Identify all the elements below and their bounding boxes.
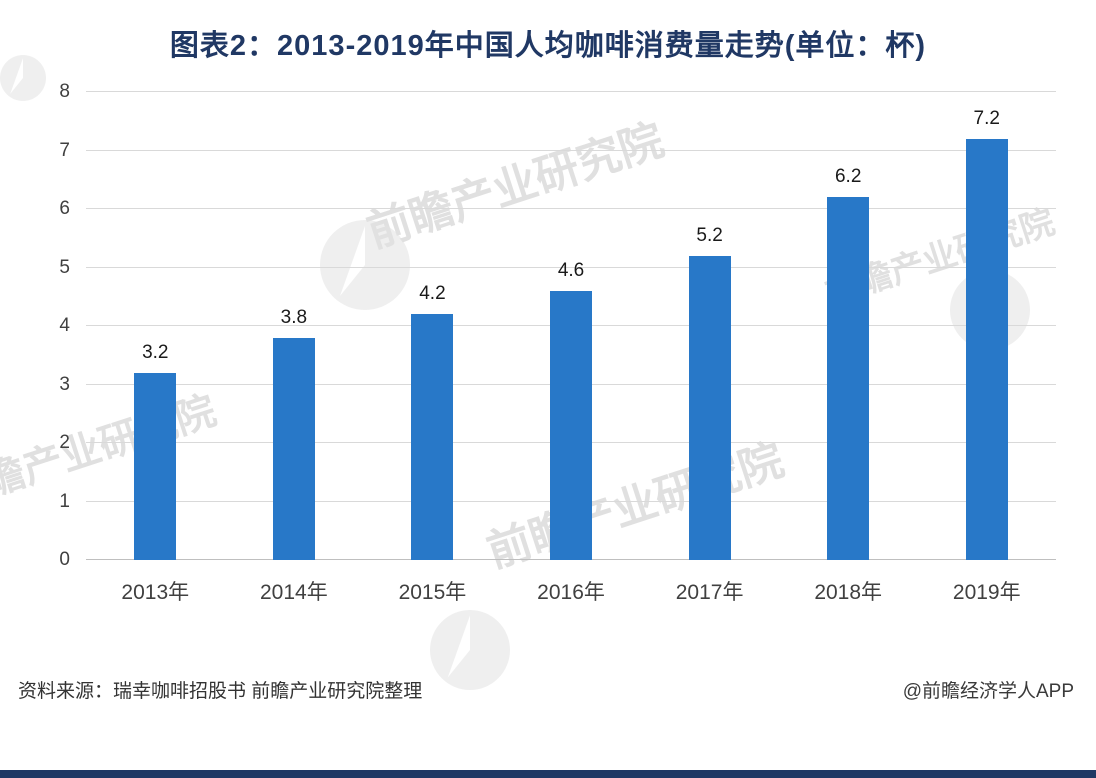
bar-2014年	[272, 337, 315, 560]
bar-value-label: 6.2	[834, 166, 862, 188]
x-tick-label: 2016年	[537, 581, 605, 604]
x-tick-label: 2013年	[121, 581, 190, 604]
bar-slot: 4.6	[502, 92, 641, 560]
bar-value-label: 3.2	[142, 341, 169, 363]
bars: 3.2 3.8 4.2 4.6 5.2 6.2 7.2	[86, 92, 1056, 560]
x-tick-label: 2019年	[952, 581, 1021, 604]
bar-value-label: 5.2	[696, 224, 723, 246]
y-tick-label: 7	[59, 139, 70, 161]
bar-slot: 6.2	[779, 92, 918, 560]
y-tick-label: 3	[59, 373, 70, 395]
bottom-strip	[0, 770, 1096, 778]
y-tick-label: 1	[59, 490, 70, 512]
gridline	[86, 149, 1056, 151]
bar-value-label: 4.6	[557, 259, 585, 281]
gridline	[86, 266, 1056, 268]
x-axis: 2013年 2014年 2015年 2016年 2017年 2018年 2019年	[86, 560, 1056, 618]
bar-value-label: 3.8	[280, 306, 308, 328]
bar-2018年	[827, 197, 870, 560]
credit-label: @前瞻经济学人APP	[902, 681, 1074, 702]
page-title: 图表2：2013-2019年中国人均咖啡消费量走势(单位：杯)	[169, 30, 927, 62]
y-axis: 0 1 2 3 4 5 6 7 8	[14, 81, 86, 570]
y-tick-label: 6	[59, 198, 70, 219]
x-tick-label: 2014年	[260, 581, 328, 604]
x-tick-label: 2018年	[814, 581, 883, 604]
footer: 资料来源：瑞幸咖啡招股书 前瞻产业研究院整理 @前瞻经济学人APP	[0, 676, 1096, 703]
y-tick-label: 8	[59, 81, 70, 102]
gridline	[86, 208, 1056, 209]
gridline	[86, 91, 1056, 92]
bar-slot: 3.2	[86, 92, 225, 560]
bar-value-label: 4.2	[419, 283, 446, 305]
bar-value-label: 7.2	[973, 107, 1000, 129]
y-tick-label: 2	[59, 432, 70, 453]
plot-area: 3.2 3.8 4.2 4.6 5.2 6.2 7.2	[86, 91, 1056, 560]
bar-2019年	[965, 138, 1008, 560]
bar-2017年	[688, 255, 731, 560]
y-tick-label: 4	[59, 315, 70, 336]
x-tick-label: 2015年	[398, 581, 467, 604]
y-tick-label: 0	[59, 549, 70, 570]
source-note: 资料来源：瑞幸咖啡招股书 前瞻产业研究院整理	[18, 681, 423, 702]
x-tick-label: 2017年	[675, 581, 744, 604]
bar-slot: 3.8	[225, 92, 364, 560]
y-tick-label: 5	[59, 256, 70, 278]
bar-2016年	[550, 290, 593, 560]
bar-2013年	[134, 372, 177, 560]
bar-slot: 5.2	[640, 92, 779, 560]
bar-slot: 7.2	[917, 92, 1056, 560]
bar-slot: 4.2	[363, 92, 502, 560]
bar-2015年	[411, 314, 454, 560]
